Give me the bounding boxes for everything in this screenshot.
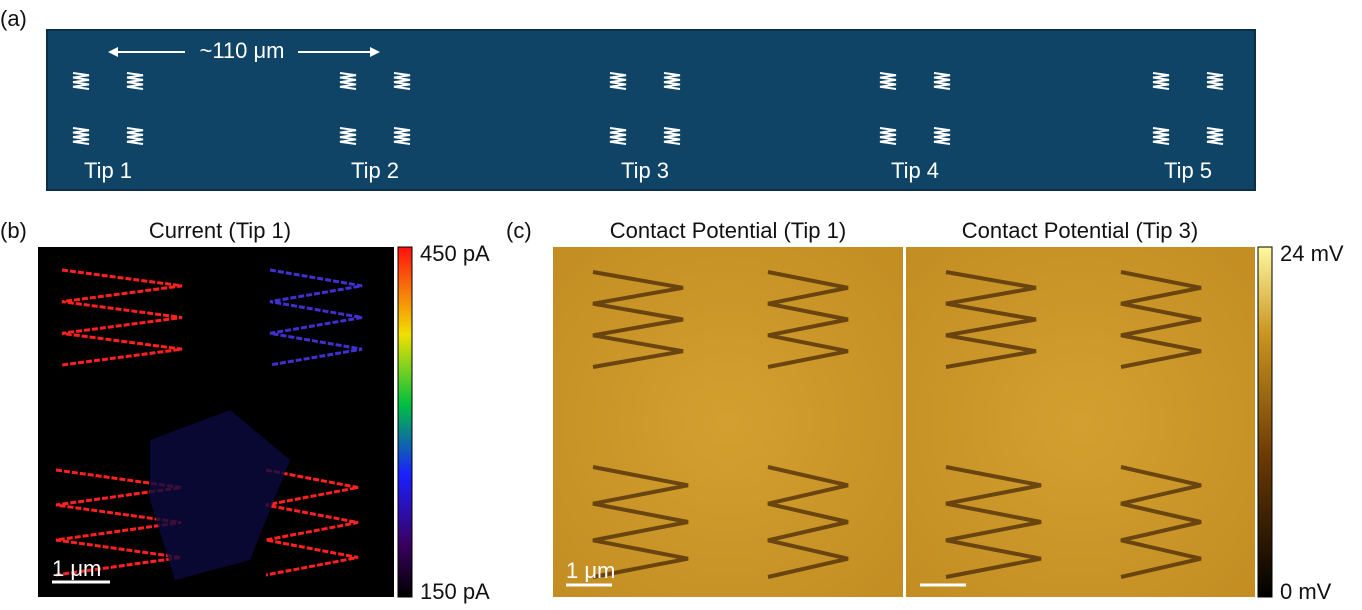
trace	[592, 270, 684, 369]
tip-label: Tip 4	[891, 158, 939, 183]
colorbar-max: 24 mV	[1280, 241, 1344, 266]
panel-label: (b)	[0, 218, 27, 243]
scale-bar-label: 1 μm	[566, 558, 615, 583]
spacing-label: ~110 μm	[199, 38, 284, 63]
arrow-head	[370, 47, 380, 57]
pattern-icon	[1206, 127, 1224, 145]
trace	[61, 268, 183, 367]
trace	[1120, 270, 1202, 369]
pattern-icon	[609, 127, 627, 145]
colorbar-min: 0 mV	[1280, 579, 1332, 604]
pattern-icon	[339, 72, 357, 90]
panel-title: Current (Tip 1)	[149, 218, 291, 243]
tip-label: Tip 3	[621, 158, 669, 183]
trace	[265, 468, 359, 577]
panel-label: (c)	[506, 218, 532, 243]
tip-label: Tip 1	[84, 158, 132, 183]
tip-array: Tip 1 Tip 2 Tip 3 Tip 4 Tip 5 ~110 μm	[72, 38, 1224, 183]
trace	[767, 465, 849, 579]
trace	[1120, 465, 1202, 579]
pattern-icon	[879, 72, 897, 90]
kpfm-pattern	[592, 270, 1202, 579]
panel-title: Contact Potential (Tip 3)	[962, 218, 1198, 243]
pattern-icon	[126, 72, 144, 90]
pattern-icon	[933, 127, 951, 145]
pattern-icon	[1152, 127, 1170, 145]
trace	[767, 270, 849, 369]
pattern-icon	[72, 127, 90, 145]
tip-label: Tip 5	[1164, 158, 1212, 183]
pattern-icon	[663, 127, 681, 145]
colorbar-max: 450 pA	[420, 241, 490, 266]
colorbar-min: 150 pA	[420, 579, 490, 604]
debris	[150, 410, 290, 580]
trace	[269, 268, 363, 367]
current-pattern	[55, 268, 363, 580]
scale-bar-label: 1 μm	[52, 556, 101, 581]
pattern-icon	[1206, 72, 1224, 90]
pattern-icon	[126, 127, 144, 145]
pattern-icon	[933, 72, 951, 90]
colorbar	[397, 246, 413, 598]
pattern-icon	[339, 127, 357, 145]
trace	[592, 465, 689, 579]
chip	[46, 29, 1256, 191]
trace	[945, 270, 1037, 369]
pattern-icon	[609, 72, 627, 90]
arrow-head	[108, 47, 118, 57]
tip-label: Tip 2	[351, 158, 399, 183]
pattern-icon	[393, 127, 411, 145]
pattern-icon	[663, 72, 681, 90]
pattern-icon	[879, 127, 897, 145]
pattern-icon	[72, 72, 90, 90]
colorbar	[1257, 246, 1273, 598]
panel-title: Contact Potential (Tip 1)	[610, 218, 846, 243]
panel-label: (a)	[0, 6, 27, 31]
trace	[945, 465, 1042, 579]
pattern-icon	[1152, 72, 1170, 90]
pattern-icon	[393, 72, 411, 90]
